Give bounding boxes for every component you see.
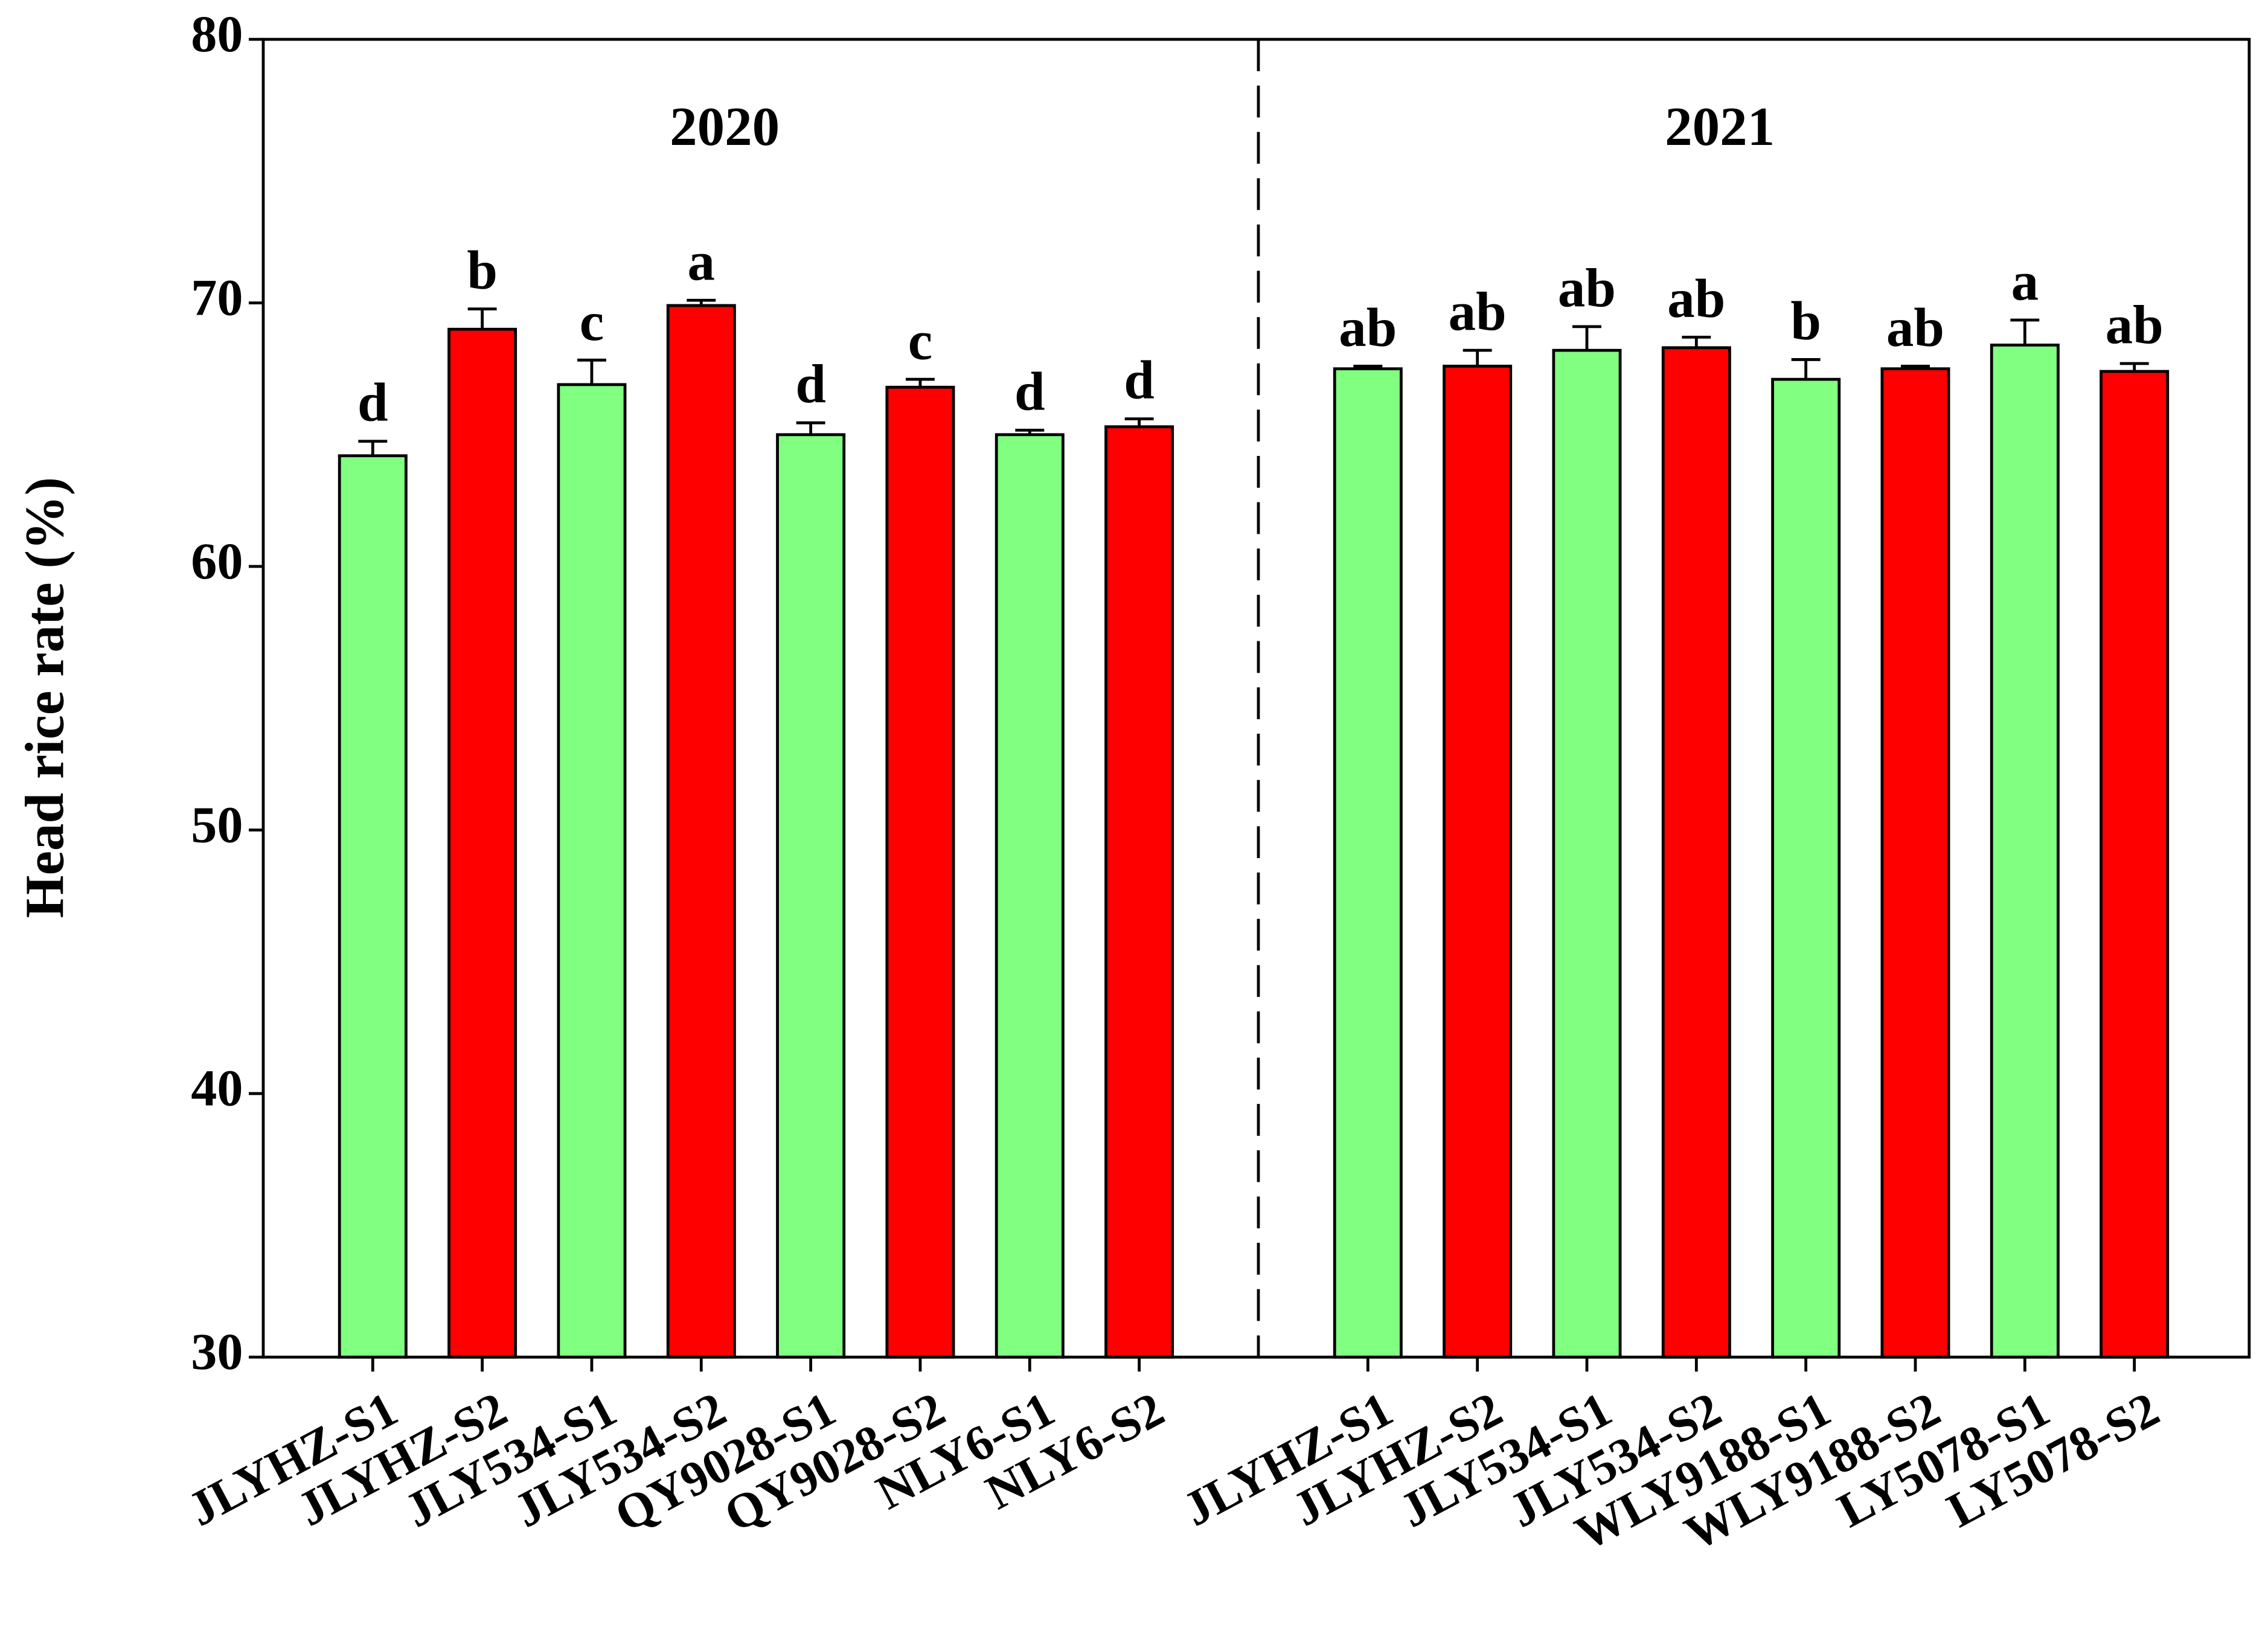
group-title: 2020 <box>670 96 780 157</box>
bar <box>2100 370 2170 1359</box>
bar <box>776 433 846 1359</box>
significance-letter: d <box>1014 361 1045 422</box>
y-axis-label: Head rice rate (%) <box>14 477 75 918</box>
y-tick-label: 70 <box>191 268 243 326</box>
bar <box>447 327 517 1359</box>
group-title: 2021 <box>1665 96 1775 157</box>
significance-letter: b <box>467 240 498 301</box>
significance-letter: ab <box>1886 297 1944 358</box>
significance-letter: ab <box>1558 257 1616 318</box>
significance-letter: ab <box>2106 294 2164 355</box>
bar <box>557 383 627 1359</box>
plot-frame <box>261 37 2251 1359</box>
significance-letter: a <box>2011 251 2039 312</box>
y-tick-label: 30 <box>191 1322 243 1380</box>
bar <box>1443 364 1513 1359</box>
bar <box>1552 348 1622 1359</box>
significance-letter: b <box>1790 290 1821 351</box>
significance-letter: d <box>357 372 388 433</box>
bar <box>885 385 955 1359</box>
bar <box>995 433 1065 1359</box>
bar <box>1880 367 1950 1359</box>
bar <box>1104 425 1174 1359</box>
bar <box>666 304 736 1359</box>
y-tick-label: 80 <box>191 5 243 63</box>
bar <box>1333 367 1403 1359</box>
significance-letter: c <box>580 291 604 352</box>
bar <box>1661 346 1731 1359</box>
significance-letter: a <box>688 231 716 292</box>
y-tick-label: 50 <box>191 795 243 853</box>
significance-letter: d <box>1124 350 1155 411</box>
y-tick-label: 40 <box>191 1059 243 1117</box>
bar <box>338 454 408 1359</box>
significance-letter: ab <box>1667 268 1725 329</box>
significance-letter: c <box>908 310 932 371</box>
bar <box>1990 344 2060 1359</box>
y-tick-label: 60 <box>191 532 243 590</box>
significance-letter: ab <box>1339 297 1397 358</box>
significance-letter: d <box>795 354 826 415</box>
bar <box>1771 377 1841 1359</box>
significance-letter: ab <box>1449 281 1507 342</box>
